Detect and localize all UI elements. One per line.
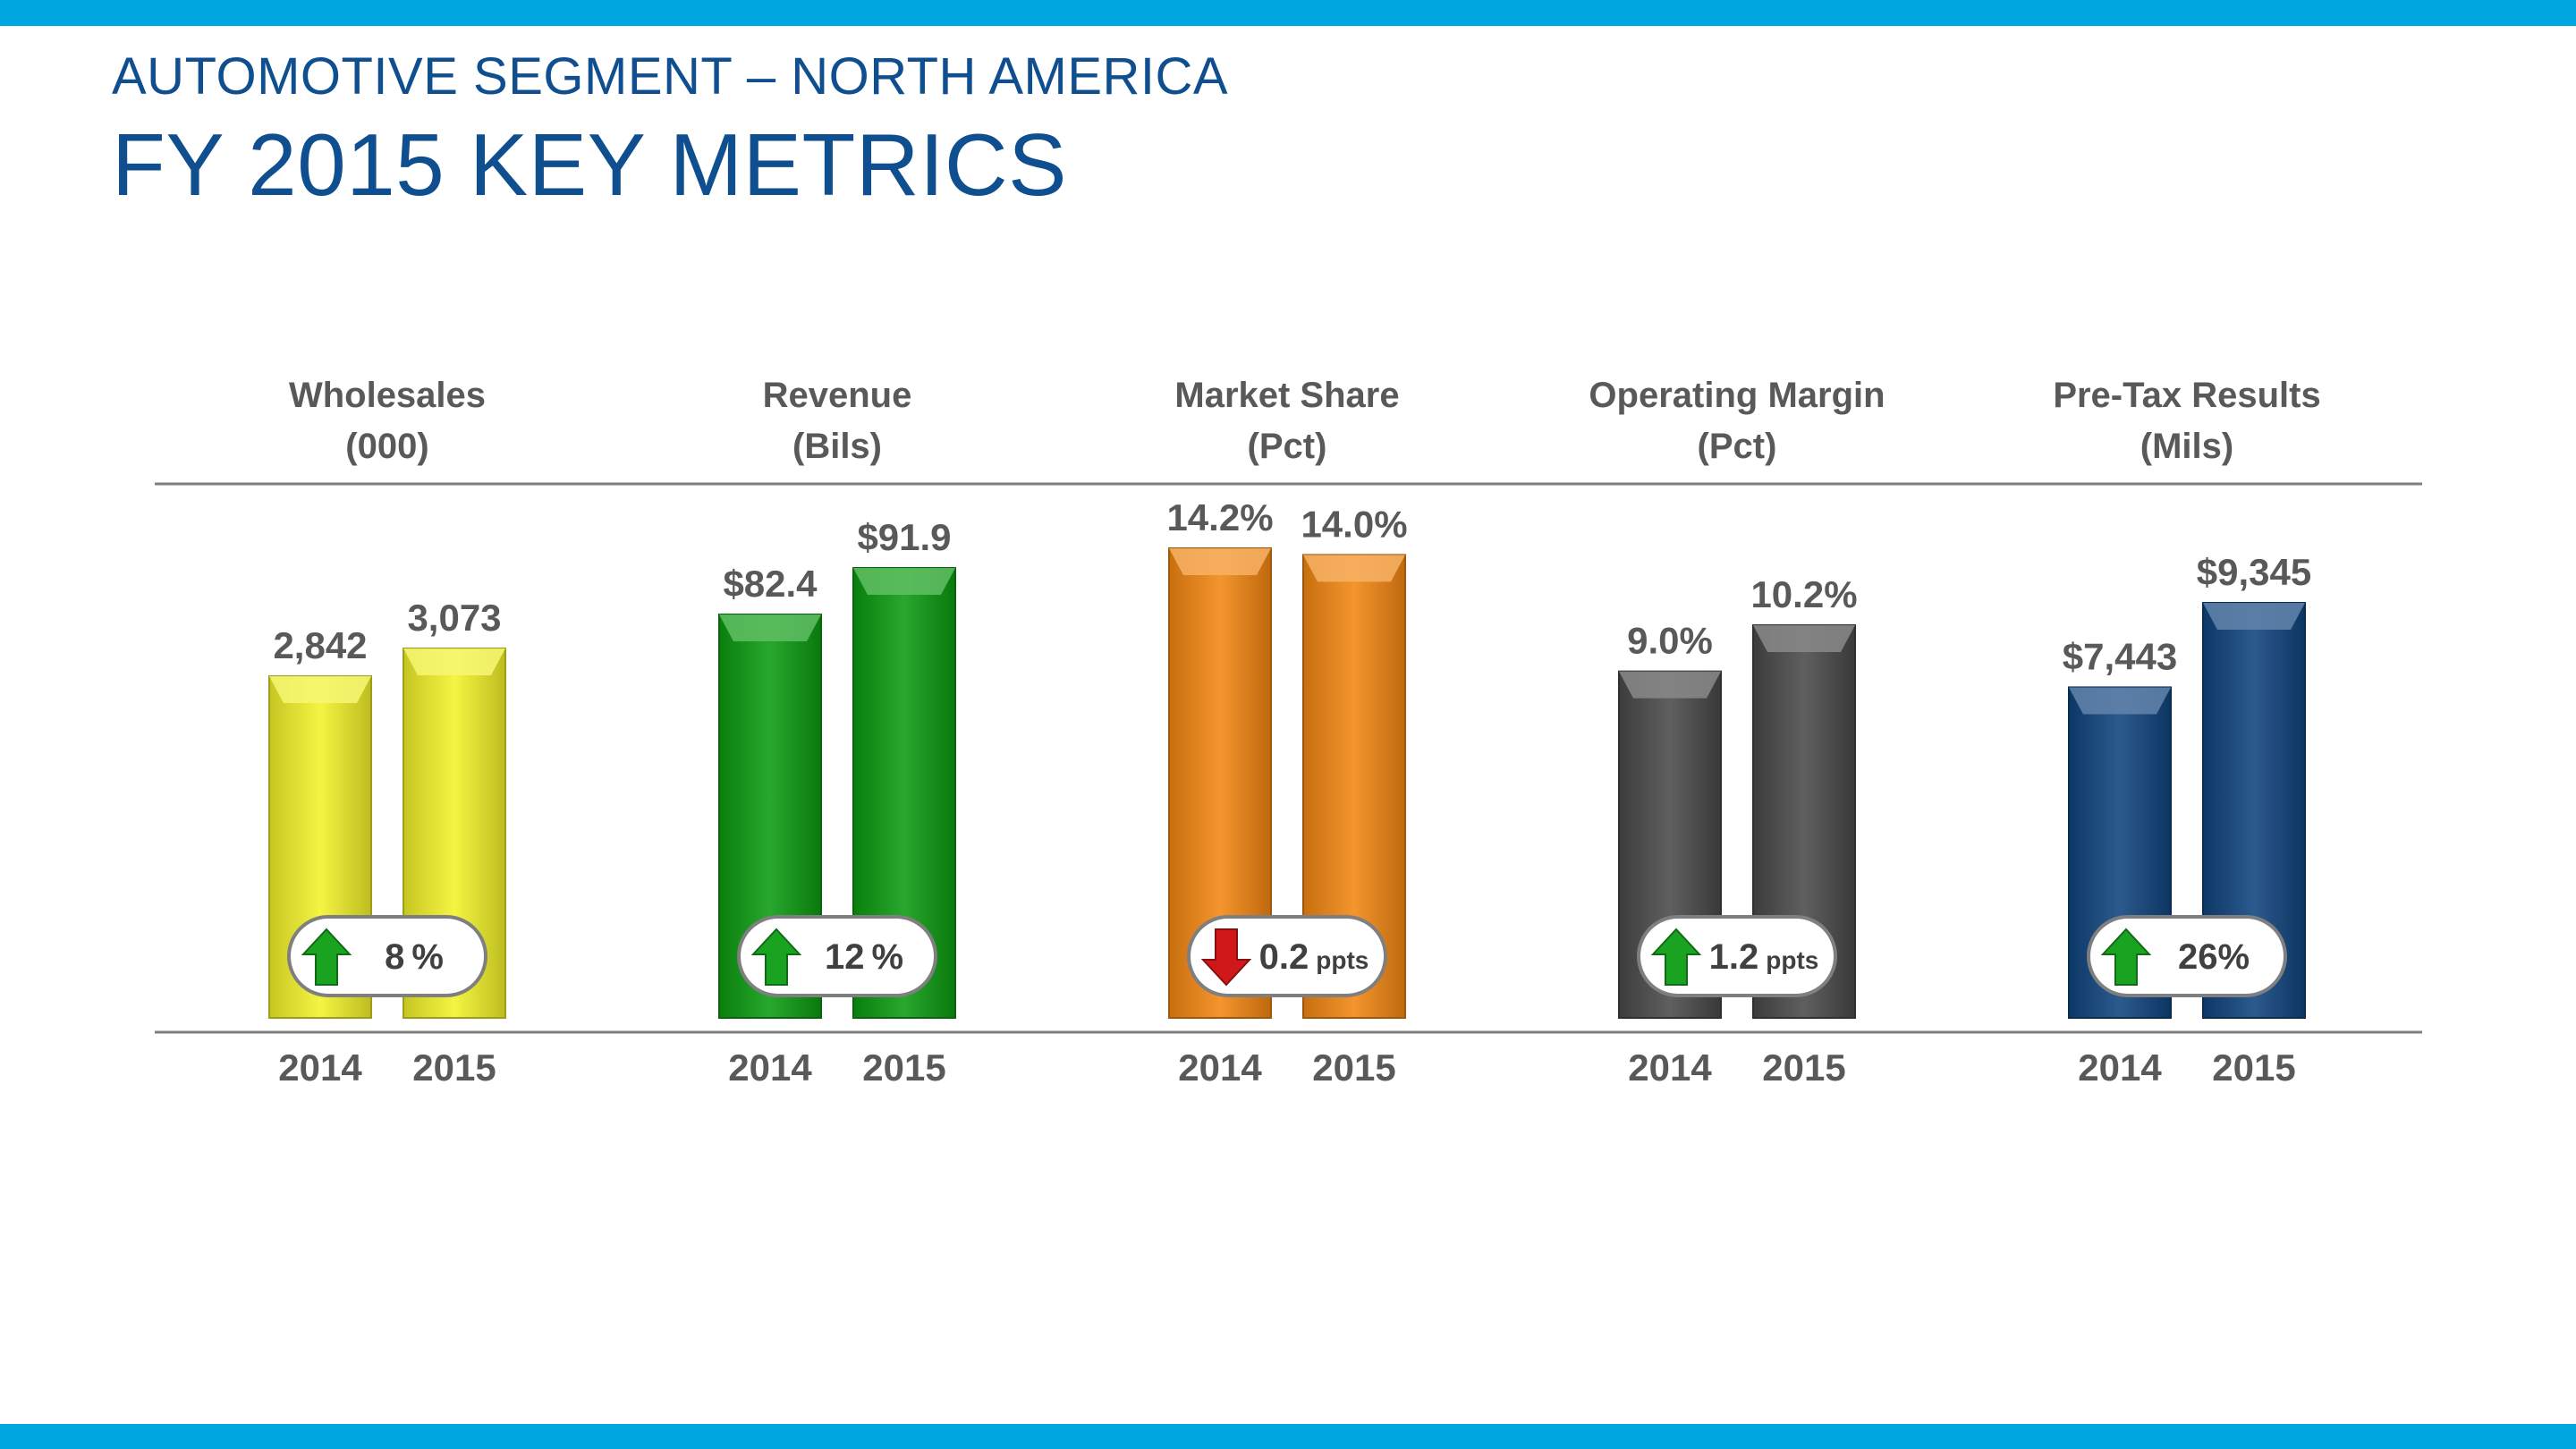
value-label: $82.4 xyxy=(723,563,818,605)
year-label: 2015 xyxy=(1312,1046,1395,1089)
up-arrow-icon xyxy=(2100,928,2152,986)
bar-cap xyxy=(719,614,821,641)
top-accent-band xyxy=(0,0,2576,26)
year-label: 2014 xyxy=(728,1046,812,1089)
bar-cap xyxy=(2069,687,2171,715)
change-badge: 8% xyxy=(287,915,487,997)
bar-cap xyxy=(1303,555,1405,582)
panel-unit-label: (Pct) xyxy=(1698,427,1777,466)
up-arrow-icon xyxy=(301,928,352,986)
panel-title: Revenue xyxy=(763,376,912,415)
change-value: 0.2 ppts xyxy=(1259,937,1369,977)
page-title: FY 2015 KEY METRICS xyxy=(112,115,1067,214)
bar-cap xyxy=(1753,625,1855,652)
change-value: 1.2 ppts xyxy=(1709,937,1819,977)
value-label: 14.0% xyxy=(1301,503,1407,545)
change-badge: 26% xyxy=(2087,915,2287,997)
year-label: 2014 xyxy=(1628,1046,1712,1089)
change-badge: 12% xyxy=(737,915,937,997)
panel-title: Pre-Tax Results xyxy=(2053,376,2320,415)
up-arrow-icon xyxy=(1650,928,1702,986)
panel-unit-label: (Bils) xyxy=(792,427,882,466)
change-value: 12% xyxy=(825,937,903,977)
panel-unit-label: (Mils) xyxy=(2140,427,2233,466)
value-label: $9,345 xyxy=(2197,551,2311,593)
change-value: 26% xyxy=(2178,937,2250,977)
value-label: 3,073 xyxy=(407,597,501,639)
year-label: 2014 xyxy=(2078,1046,2162,1089)
bar-cap xyxy=(1169,548,1271,575)
panel-title: Wholesales xyxy=(289,376,486,415)
panel-unit-label: (000) xyxy=(345,427,428,466)
panel-unit-label: (Pct) xyxy=(1248,427,1327,466)
bar-cap xyxy=(1619,671,1721,699)
year-label: 2015 xyxy=(1762,1046,1845,1089)
panel-title: Market Share xyxy=(1174,376,1399,415)
up-arrow-icon xyxy=(750,928,802,986)
change-value: 8% xyxy=(385,937,444,977)
bar-cap xyxy=(2203,603,2305,630)
year-label: 2015 xyxy=(412,1046,496,1089)
bottom-accent-band xyxy=(0,1424,2576,1449)
year-label: 2014 xyxy=(1178,1046,1262,1089)
value-label: 2,842 xyxy=(273,624,367,666)
bar-cap xyxy=(403,648,505,675)
down-arrow-icon xyxy=(1200,928,1252,987)
bar-cap xyxy=(853,568,955,595)
bar-cap xyxy=(269,676,371,704)
page-subtitle: AUTOMOTIVE SEGMENT – NORTH AMERICA xyxy=(112,47,1229,106)
value-label: 10.2% xyxy=(1750,573,1857,615)
change-badge: 0.2 ppts xyxy=(1187,915,1387,997)
value-label: 14.2% xyxy=(1166,496,1273,538)
value-label: $91.9 xyxy=(857,516,951,558)
value-label: $7,443 xyxy=(2063,635,2177,677)
value-label: 9.0% xyxy=(1627,620,1713,662)
year-label: 2014 xyxy=(278,1046,362,1089)
year-label: 2015 xyxy=(2212,1046,2295,1089)
year-label: 2015 xyxy=(862,1046,945,1089)
change-badge: 1.2 ppts xyxy=(1637,915,1837,997)
panel-title: Operating Margin xyxy=(1589,376,1885,415)
